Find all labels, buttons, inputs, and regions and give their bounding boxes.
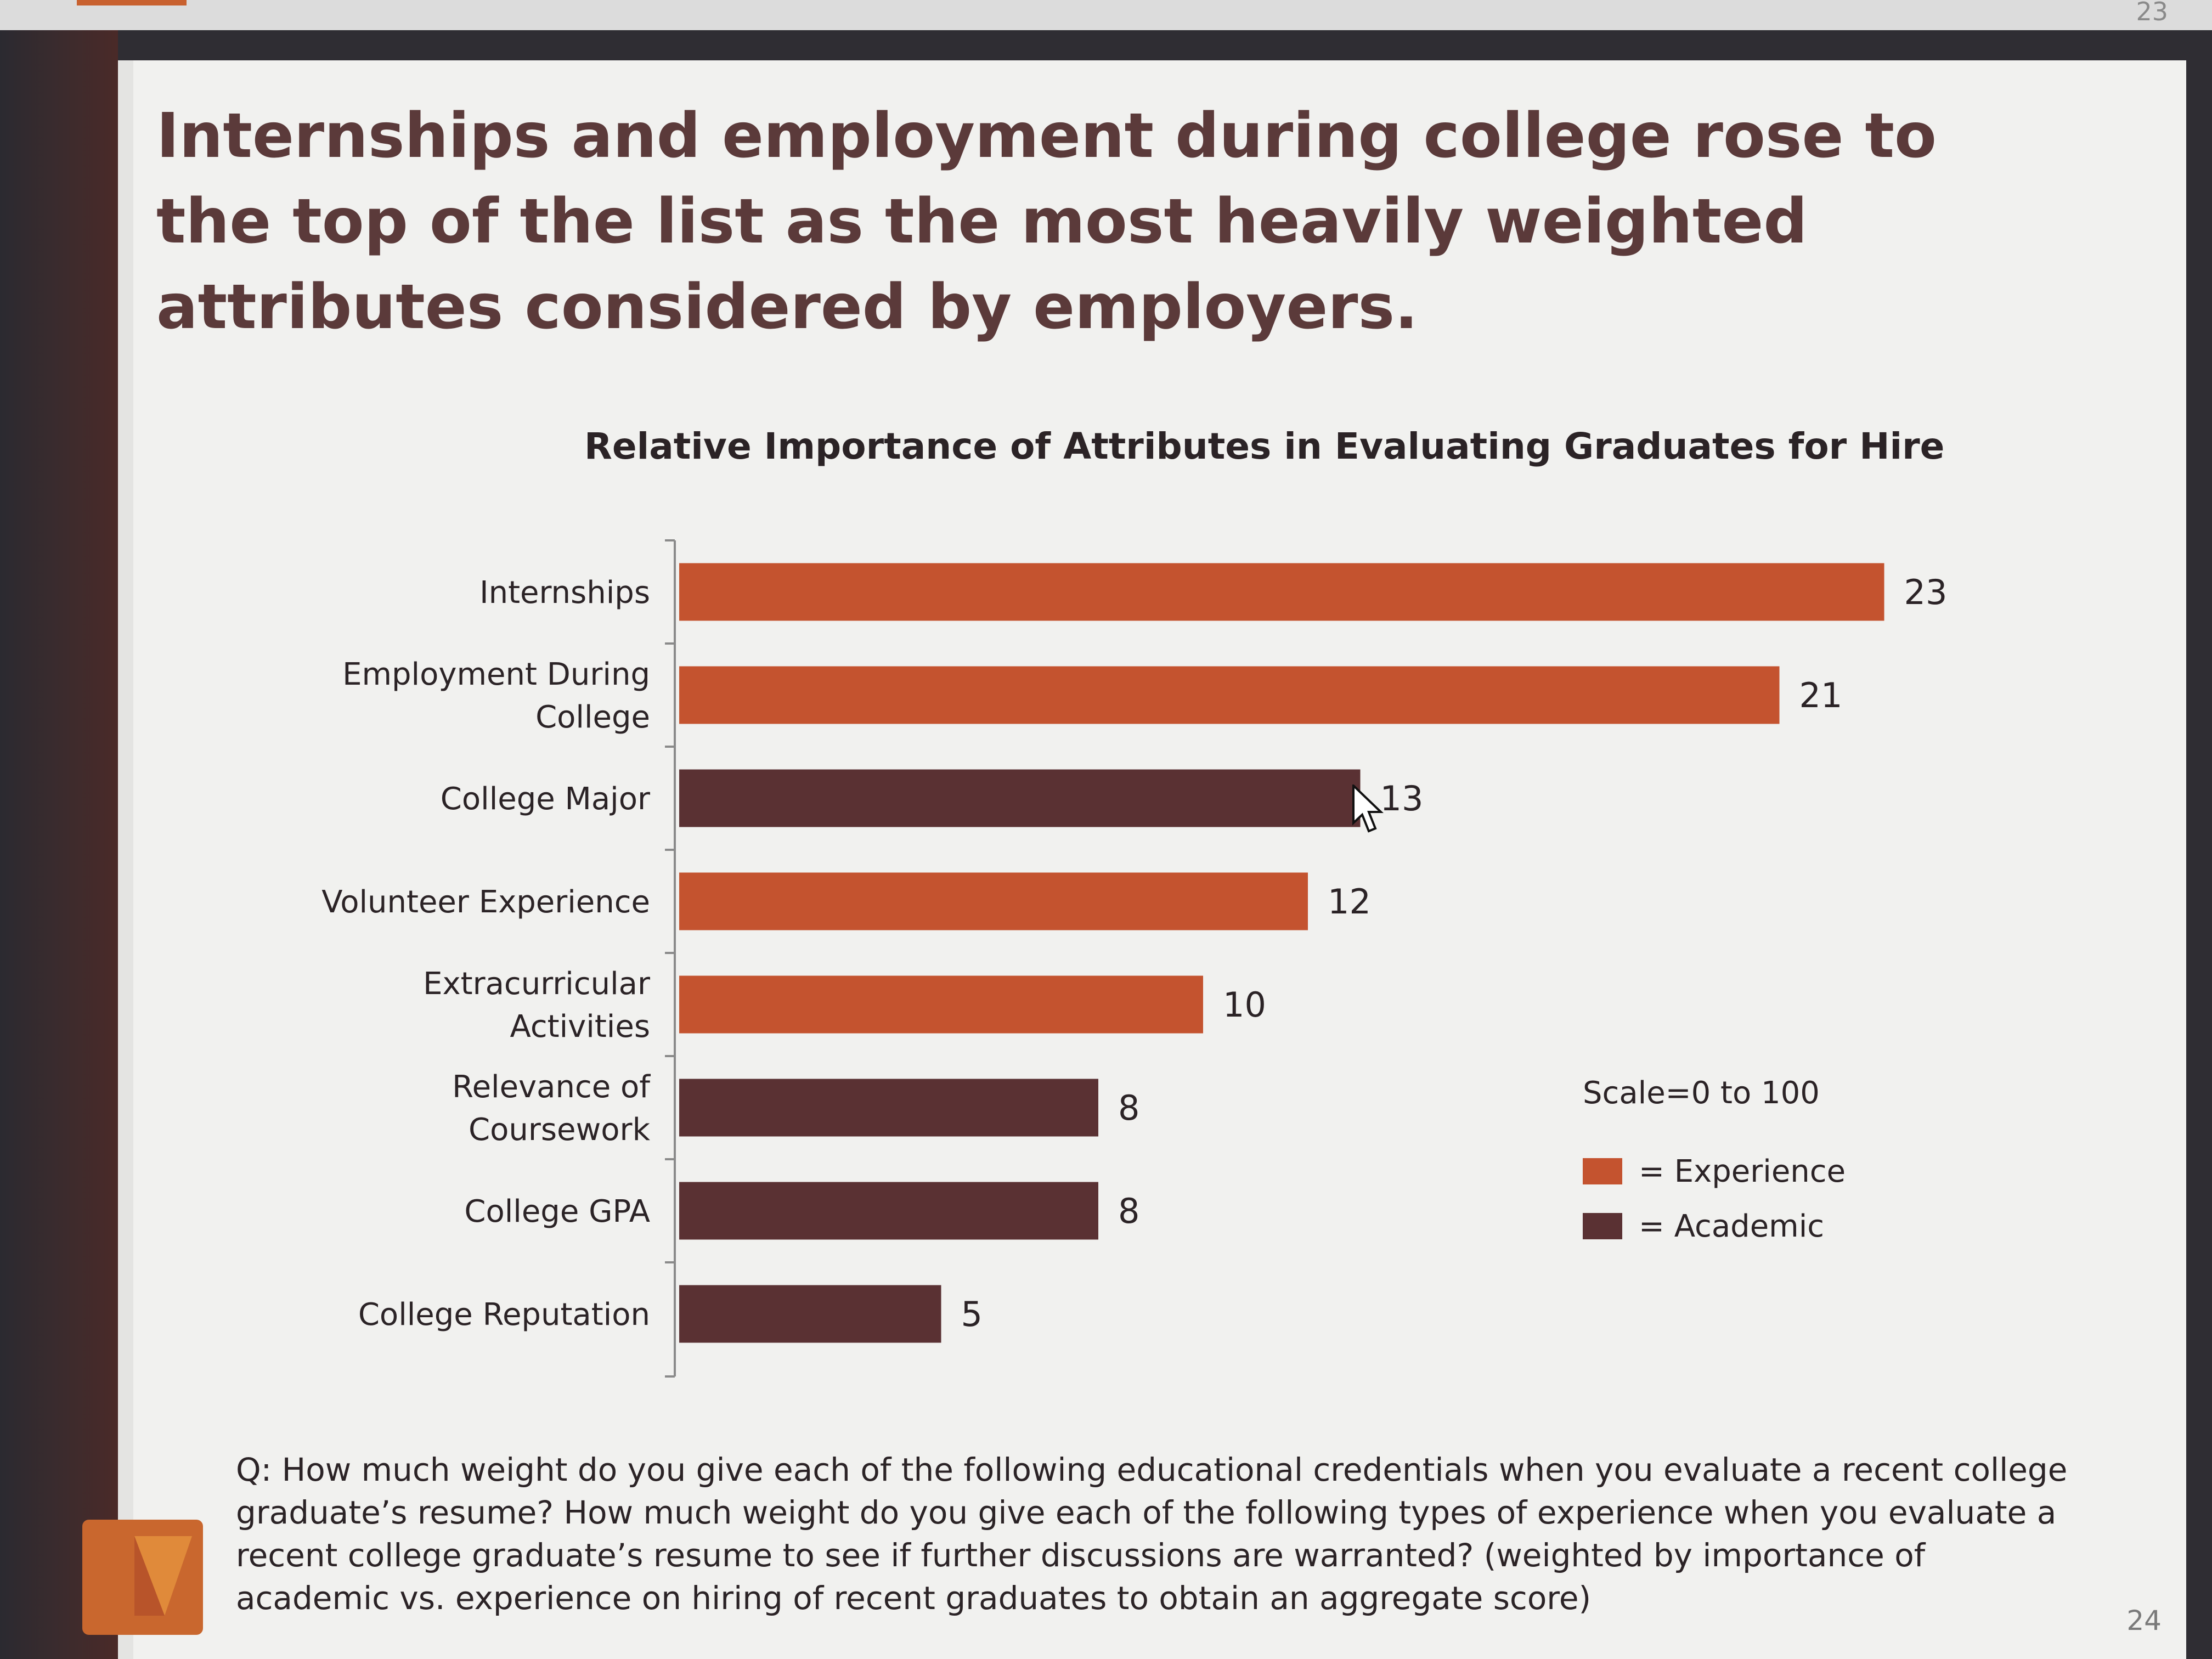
value-label-3: 12 — [1328, 882, 1371, 922]
value-label-6: 8 — [1118, 1191, 1139, 1231]
category-label-4: Extracurricular — [423, 966, 651, 1002]
left-band — [0, 30, 118, 1659]
slide-left-bar — [118, 60, 133, 1659]
bar-7 — [679, 1285, 941, 1343]
legend-item-academic: = Academic — [1583, 1199, 1967, 1254]
category-label-2: College Major — [441, 781, 651, 817]
legend-swatch-experience — [1583, 1158, 1622, 1184]
bar-2 — [679, 769, 1361, 827]
bar-0 — [679, 563, 1884, 621]
slide: Internships and employment during colleg… — [82, 60, 2186, 1659]
value-label-0: 23 — [1904, 572, 1948, 612]
previous-slide-accent — [77, 0, 187, 5]
category-label-4: Activities — [510, 1009, 650, 1045]
category-label-7: College Reputation — [358, 1297, 650, 1333]
previous-page-number: 23 — [2136, 0, 2168, 26]
bar-6 — [679, 1182, 1098, 1240]
mouse-pointer-icon — [1352, 785, 1384, 833]
bar-4 — [679, 975, 1203, 1034]
bar-chart: 23 Internships 21 Employment During College 1… — [321, 539, 1948, 1378]
category-label-0: Internships — [479, 575, 650, 611]
survey-question: Q: How much weight do you give each of t… — [236, 1451, 2068, 1617]
value-label-5: 8 — [1118, 1088, 1139, 1128]
category-label-1: Employment During — [342, 657, 650, 692]
category-label-6: College GPA — [464, 1194, 650, 1229]
legend-label-experience: = Experience — [1639, 1153, 1846, 1189]
value-label-4: 10 — [1223, 985, 1266, 1025]
bar-5 — [679, 1079, 1098, 1137]
legend-label-academic: = Academic — [1639, 1208, 1825, 1244]
bar-3 — [679, 872, 1308, 930]
previous-slide-strip: 23 — [0, 0, 2212, 30]
category-label-3: Volunteer Experience — [321, 884, 650, 920]
bar-1 — [679, 666, 1780, 724]
value-label-7: 5 — [961, 1294, 983, 1334]
legend-swatch-academic — [1583, 1213, 1622, 1239]
value-label-2: 13 — [1380, 778, 1424, 819]
value-label-1: 21 — [1799, 675, 1843, 715]
category-label-1: College — [535, 699, 650, 735]
brand-logo — [82, 1520, 203, 1635]
slide-title: Internships and employment during colleg… — [156, 100, 1937, 343]
scale-note: Scale=0 to 100 — [1583, 1075, 1820, 1111]
legend: Scale=0 to 100 = Experience = Academic — [1583, 1075, 1967, 1254]
category-label-5: Coursework — [469, 1112, 651, 1148]
legend-item-experience: = Experience — [1583, 1144, 1967, 1199]
category-label-5: Relevance of — [452, 1069, 651, 1105]
page-number: 24 — [2126, 1605, 2162, 1637]
